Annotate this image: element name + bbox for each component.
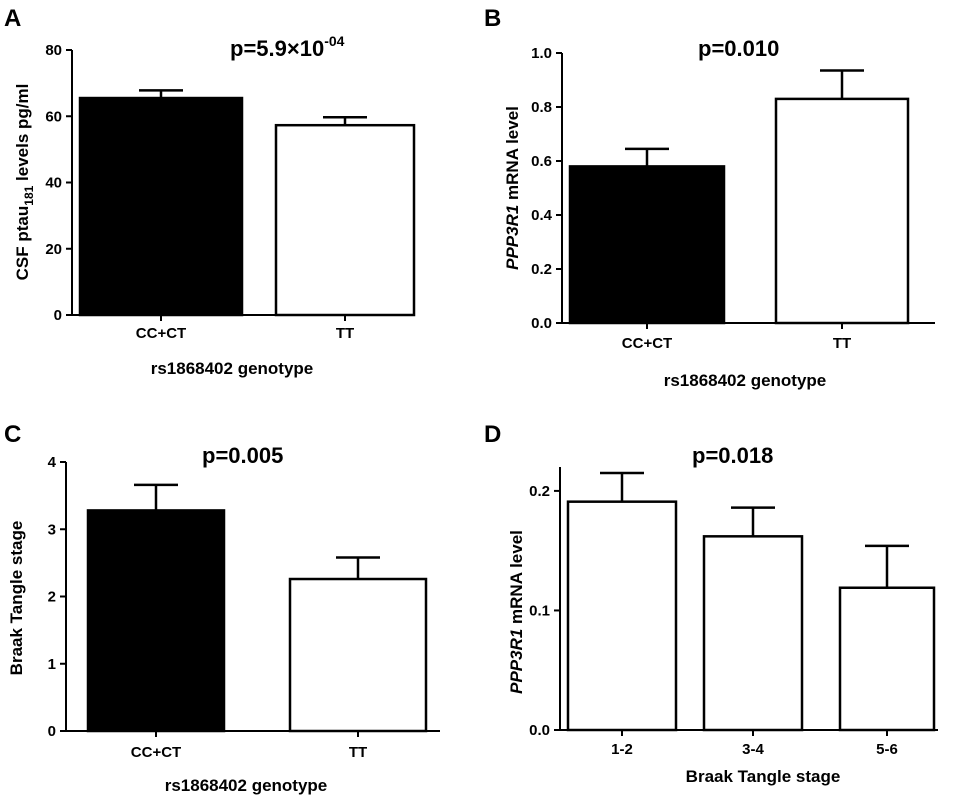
- bar-c: [86, 509, 226, 733]
- panel-letter-b: B: [484, 5, 501, 32]
- y-tick-label-d: 0.1: [529, 602, 550, 619]
- x-axis-label-b: rs1868402 genotype: [664, 371, 827, 390]
- y-tick-label-d: 0.2: [529, 483, 550, 500]
- x-axis-label-d: Braak Tangle stage: [686, 767, 841, 786]
- y-tick-label-a: 20: [45, 241, 62, 258]
- x-axis-label-a: rs1868402 genotype: [151, 359, 314, 378]
- bar-b: [568, 165, 726, 325]
- x-tick-label-c: TT: [349, 744, 367, 761]
- bar-d: [838, 586, 936, 732]
- x-tick-label-d: 1-2: [611, 741, 633, 758]
- bar-d: [566, 500, 678, 732]
- y-tick-label-b: 0.4: [531, 207, 553, 224]
- y-tick-label-c: 4: [48, 454, 57, 471]
- bar-c: [288, 577, 428, 733]
- y-tick-label-b: 0.0: [531, 315, 552, 332]
- p-value-annotation-a: p=5.9×10-04: [230, 33, 345, 61]
- x-tick-label-a: CC+CT: [136, 325, 186, 342]
- y-tick-label-b: 0.6: [531, 153, 552, 170]
- y-tick-label-b: 1.0: [531, 45, 552, 62]
- y-tick-label-a: 0: [54, 307, 62, 324]
- y-tick-label-c: 3: [48, 521, 56, 538]
- panel-letter-d: D: [484, 421, 501, 448]
- y-tick-label-b: 0.8: [531, 99, 552, 116]
- panel-b: B p=0.010 PPP3R1 mRNA level rs1868402 ge…: [484, 5, 935, 390]
- x-tick-label-b: TT: [833, 335, 851, 352]
- bar-a: [78, 96, 244, 317]
- x-tick-label-c: CC+CT: [131, 744, 181, 761]
- panel-a: A p=5.9×10-04 CSF ptau181 levels pg/ml r…: [4, 5, 416, 378]
- x-axis-label-c: rs1868402 genotype: [165, 776, 328, 795]
- x-tick-label-a: TT: [336, 325, 354, 342]
- y-axis-label-d: PPP3R1 mRNA level: [507, 530, 526, 694]
- y-tick-label-b: 0.2: [531, 261, 552, 278]
- panel-letter-c: C: [4, 421, 21, 448]
- y-tick-label-a: 40: [45, 175, 62, 192]
- bar-a: [274, 123, 416, 317]
- panel-d: D p=0.018 PPP3R1 mRNA level Braak Tangle…: [484, 421, 938, 786]
- y-tick-label-d: 0.0: [529, 722, 550, 739]
- p-value-annotation-b: p=0.010: [698, 36, 779, 61]
- y-tick-label-a: 60: [45, 108, 62, 125]
- y-tick-label-a: 80: [45, 42, 62, 59]
- panel-letter-a: A: [4, 5, 21, 32]
- x-tick-label-d: 3-4: [742, 741, 764, 758]
- x-tick-label-b: CC+CT: [622, 335, 672, 352]
- p-value-annotation-c: p=0.005: [202, 443, 283, 468]
- y-tick-label-c: 1: [48, 656, 56, 673]
- y-axis-label-b: PPP3R1 mRNA level: [503, 106, 522, 270]
- p-value-annotation-d: p=0.018: [692, 443, 773, 468]
- y-axis-label-a: CSF ptau181 levels pg/ml: [13, 84, 36, 281]
- panel-c: C p=0.005 Braak Tangle stage rs1868402 g…: [4, 421, 440, 795]
- y-axis-label-c: Braak Tangle stage: [7, 521, 26, 676]
- bar-d: [702, 535, 804, 732]
- bar-b: [774, 97, 910, 325]
- y-tick-label-c: 0: [48, 723, 56, 740]
- y-tick-label-c: 2: [48, 589, 56, 606]
- x-tick-label-d: 5-6: [876, 741, 898, 758]
